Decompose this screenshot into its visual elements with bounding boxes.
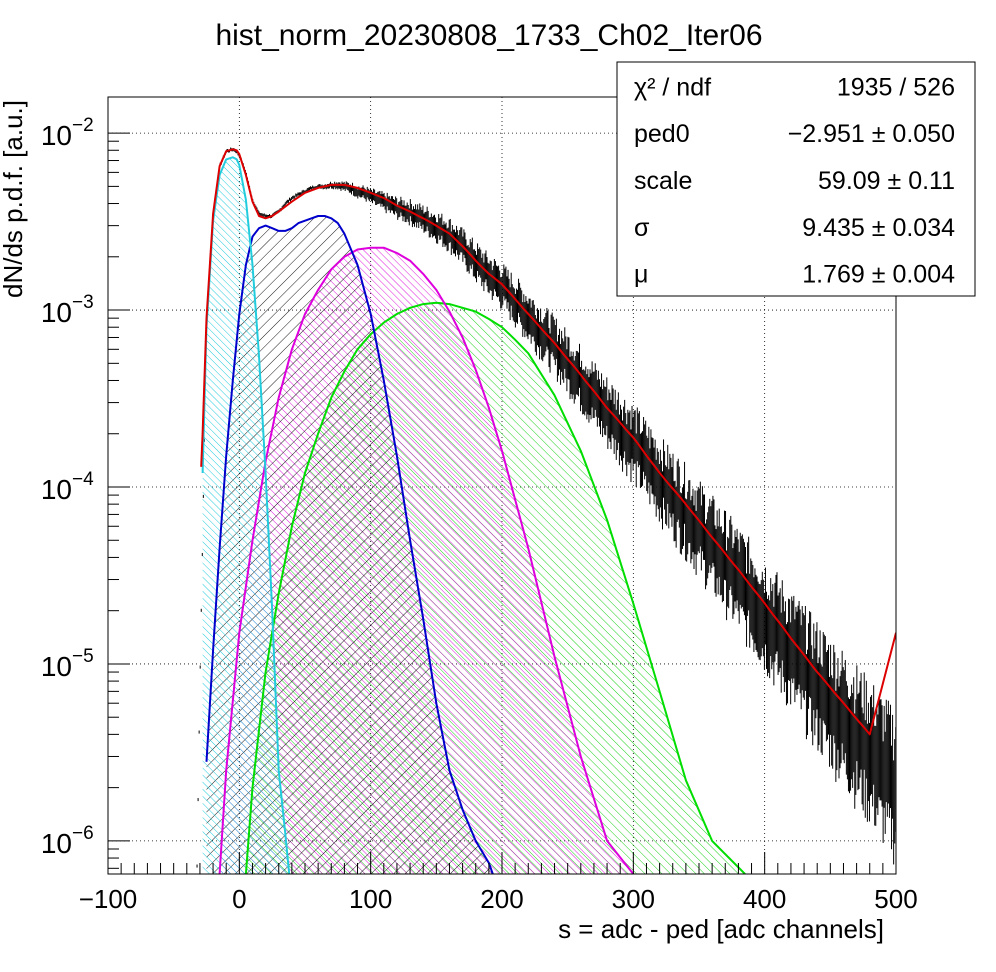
stats-row-label: χ² / ndf <box>634 73 711 101</box>
x-axis: −100 0 100 200 300 400 500 <box>79 852 918 914</box>
y-axis: 10−610−510−410−310−2 <box>41 115 130 869</box>
y-tick-exponent: −5 <box>72 646 94 667</box>
stats-box-frame <box>616 61 976 297</box>
x-tick-label: −100 <box>79 884 138 914</box>
y-tick-exponent: −2 <box>72 115 94 136</box>
stats-row-label: ped0 <box>634 120 690 148</box>
curves <box>196 147 896 874</box>
stats-row-value: 1935 / 526 <box>837 73 955 101</box>
y-tick-label: 10 <box>41 120 72 151</box>
pe1-curve <box>205 215 494 874</box>
x-tick-label: 200 <box>480 884 523 914</box>
stats-row-value: 1.769 ± 0.004 <box>802 261 955 289</box>
x-tick-label: 400 <box>743 884 786 914</box>
y-tick-exponent: −4 <box>72 469 94 490</box>
data-points <box>196 147 896 868</box>
x-tick-label: 100 <box>349 884 392 914</box>
chart-title: hist_norm_20230808_1733_Ch02_Iter06 <box>215 19 762 52</box>
pedestal-curve <box>201 156 291 874</box>
y-tick-label: 10 <box>41 297 72 328</box>
stats-row-label: μ <box>634 261 648 289</box>
y-axis-label: dN/ds p.d.f. [a.u.] <box>0 100 28 298</box>
x-tick-label: 500 <box>874 884 917 914</box>
total_fit-curve <box>200 148 896 736</box>
y-tick-exponent: −6 <box>72 823 94 844</box>
stats-row-value: 9.435 ± 0.034 <box>802 214 955 242</box>
pe3-curve <box>244 301 746 874</box>
pe1-area <box>206 216 493 874</box>
y-tick-label: 10 <box>41 828 72 859</box>
stats-row-label: σ <box>634 214 650 242</box>
x-axis-label: s = adc - ped [adc channels] <box>558 914 884 944</box>
stats-row-value: −2.951 ± 0.050 <box>788 120 955 148</box>
x-tick-label: 300 <box>612 884 655 914</box>
x-tick-label: 0 <box>232 884 246 914</box>
pe2-curve <box>218 246 635 874</box>
stats-row-value: 59.09 ± 0.11 <box>818 167 955 195</box>
stats-row-label: scale <box>634 167 692 195</box>
pedestal-area <box>202 157 290 874</box>
y-tick-label: 10 <box>41 651 72 682</box>
stats-box: χ² / ndf 1935 / 526 ped0 −2.951 ± 0.050 scal… <box>616 61 976 297</box>
y-tick-label: 10 <box>41 474 72 505</box>
component-areas <box>202 157 745 874</box>
y-tick-exponent: −3 <box>72 292 94 313</box>
